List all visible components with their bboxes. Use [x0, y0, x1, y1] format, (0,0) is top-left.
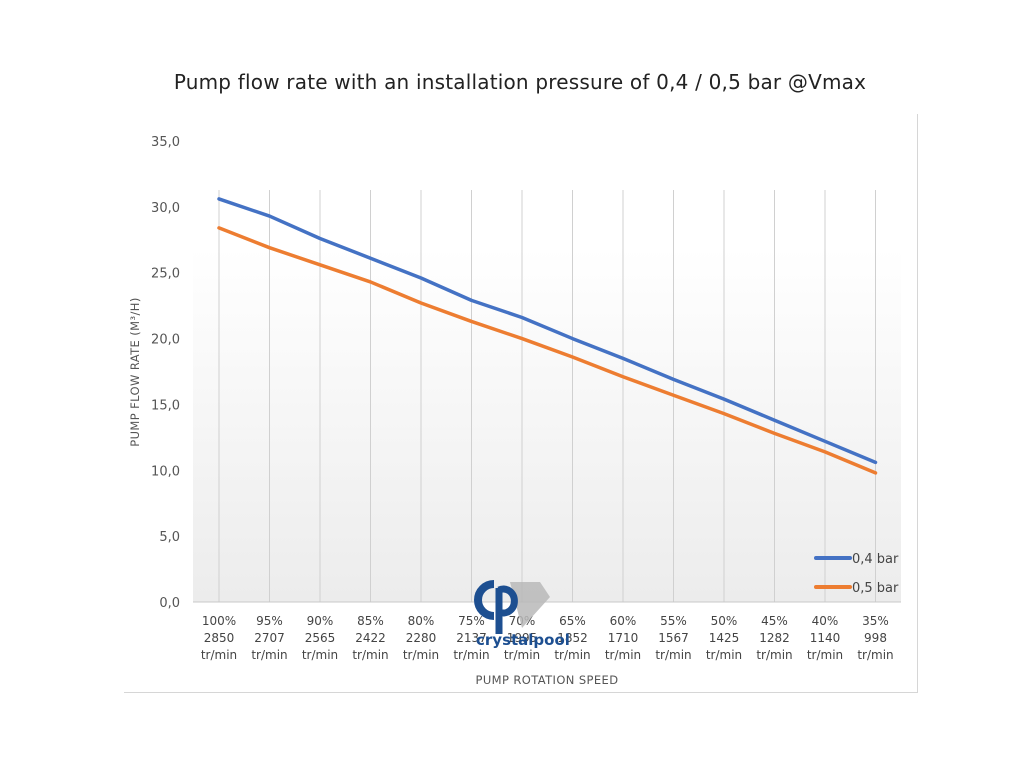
- x-axis-label: PUMP ROTATION SPEED: [476, 673, 619, 687]
- x-tick-unit: tr/min: [756, 648, 792, 662]
- x-tick-label: 85% 2422 tr/min: [352, 614, 388, 662]
- x-tick-label: 95% 2707 tr/min: [251, 614, 287, 662]
- x-tick-pct: 50%: [711, 614, 738, 628]
- x-tick-unit: tr/min: [251, 648, 287, 662]
- y-axis-label: PUMP FLOW RATE (M³/H): [128, 297, 142, 446]
- x-tick-rpm: 1710: [608, 631, 639, 645]
- x-tick-rpm: 2565: [305, 631, 336, 645]
- x-tick-pct: 85%: [357, 614, 384, 628]
- x-tick-label: 75% 2137 tr/min: [453, 614, 489, 662]
- y-tick-label: 10,0: [151, 464, 180, 479]
- x-tick-label: 35% 998 tr/min: [857, 614, 893, 662]
- x-tick-rpm: 2137: [456, 631, 487, 645]
- y-tick-label: 35,0: [151, 135, 180, 150]
- x-tick-unit: tr/min: [554, 648, 590, 662]
- legend-item-0-5-bar[interactable]: 0,5 bar: [814, 581, 899, 596]
- x-tick-label: 55% 1567 tr/min: [655, 614, 691, 662]
- legend-label-0-4-bar: 0,4 bar: [852, 552, 899, 567]
- y-tick-label: 15,0: [151, 398, 180, 413]
- y-axis-ticks: 0,0 5,0 10,0 15,0 20,0 25,0 30,0 35,0: [151, 135, 180, 611]
- x-tick-pct: 95%: [256, 614, 283, 628]
- x-tick-rpm: 1140: [810, 631, 841, 645]
- chart-frame: [124, 114, 918, 693]
- series-lines: [217, 197, 878, 475]
- x-tick-pct: 45%: [761, 614, 788, 628]
- x-tick-label: 100% 2850 tr/min: [201, 614, 237, 662]
- x-tick-pct: 35%: [862, 614, 889, 628]
- gridlines: [218, 190, 876, 602]
- x-tick-pct: 80%: [408, 614, 435, 628]
- diamond-icon: [510, 582, 550, 628]
- cp-monogram-icon: [474, 580, 495, 620]
- x-tick-rpm: 2422: [355, 631, 386, 645]
- legend-label-0-5-bar: 0,5 bar: [852, 581, 899, 596]
- legend-item-0-4-bar[interactable]: 0,4 bar: [814, 552, 899, 567]
- x-tick-rpm: 1995: [507, 631, 538, 645]
- x-tick-label: 45% 1282 tr/min: [756, 614, 792, 662]
- chart-title: Pump flow rate with an installation pres…: [173, 70, 867, 94]
- x-tick-unit: tr/min: [706, 648, 742, 662]
- x-tick-pct: 75%: [458, 614, 485, 628]
- x-tick-pct: 90%: [307, 614, 334, 628]
- y-tick-label: 30,0: [151, 201, 180, 216]
- cp-monogram-p-icon: [495, 585, 518, 634]
- x-axis-ticks: 100% 2850 tr/min 95% 2707 tr/min 90% 2565 tr/min…: [201, 614, 894, 662]
- series-line-0-4-bar: [217, 197, 878, 465]
- x-tick-unit: tr/min: [403, 648, 439, 662]
- x-tick-pct: 60%: [610, 614, 637, 628]
- x-tick-rpm: 1567: [658, 631, 689, 645]
- x-tick-unit: tr/min: [352, 648, 388, 662]
- x-tick-unit: tr/min: [807, 648, 843, 662]
- x-tick-unit: tr/min: [201, 648, 237, 662]
- x-tick-pct: 65%: [559, 614, 586, 628]
- x-tick-label: 80% 2280 tr/min: [403, 614, 439, 662]
- y-tick-label: 0,0: [159, 596, 180, 611]
- y-tick-label: 5,0: [159, 530, 180, 545]
- crystalpool-logo: crystalpool: [474, 580, 570, 649]
- x-tick-unit: tr/min: [453, 648, 489, 662]
- y-tick-label: 20,0: [151, 333, 180, 348]
- x-tick-pct: 40%: [812, 614, 839, 628]
- x-tick-rpm: 2280: [406, 631, 437, 645]
- x-tick-rpm: 1425: [709, 631, 740, 645]
- x-tick-rpm: 1852: [557, 631, 588, 645]
- x-tick-pct: 55%: [660, 614, 687, 628]
- x-tick-unit: tr/min: [504, 648, 540, 662]
- series-line-0-5-bar: [217, 226, 878, 475]
- x-tick-label: 50% 1425 tr/min: [706, 614, 742, 662]
- x-tick-unit: tr/min: [302, 648, 338, 662]
- x-tick-rpm: 2707: [254, 631, 285, 645]
- logo-text: crystalpool: [476, 631, 570, 649]
- x-tick-label: 60% 1710 tr/min: [605, 614, 641, 662]
- x-tick-rpm: 998: [864, 631, 887, 645]
- x-tick-rpm: 2850: [204, 631, 235, 645]
- x-tick-label: 40% 1140 tr/min: [807, 614, 843, 662]
- x-tick-unit: tr/min: [605, 648, 641, 662]
- x-tick-rpm: 1282: [759, 631, 790, 645]
- plot-area: [193, 130, 901, 602]
- x-tick-pct: 100%: [202, 614, 236, 628]
- x-tick-label: 90% 2565 tr/min: [302, 614, 338, 662]
- x-tick-unit: tr/min: [655, 648, 691, 662]
- x-tick-unit: tr/min: [857, 648, 893, 662]
- y-tick-label: 25,0: [151, 267, 180, 282]
- legend: 0,4 bar 0,5 bar: [814, 552, 899, 596]
- x-tick-label: 65% 1852 tr/min: [554, 614, 590, 662]
